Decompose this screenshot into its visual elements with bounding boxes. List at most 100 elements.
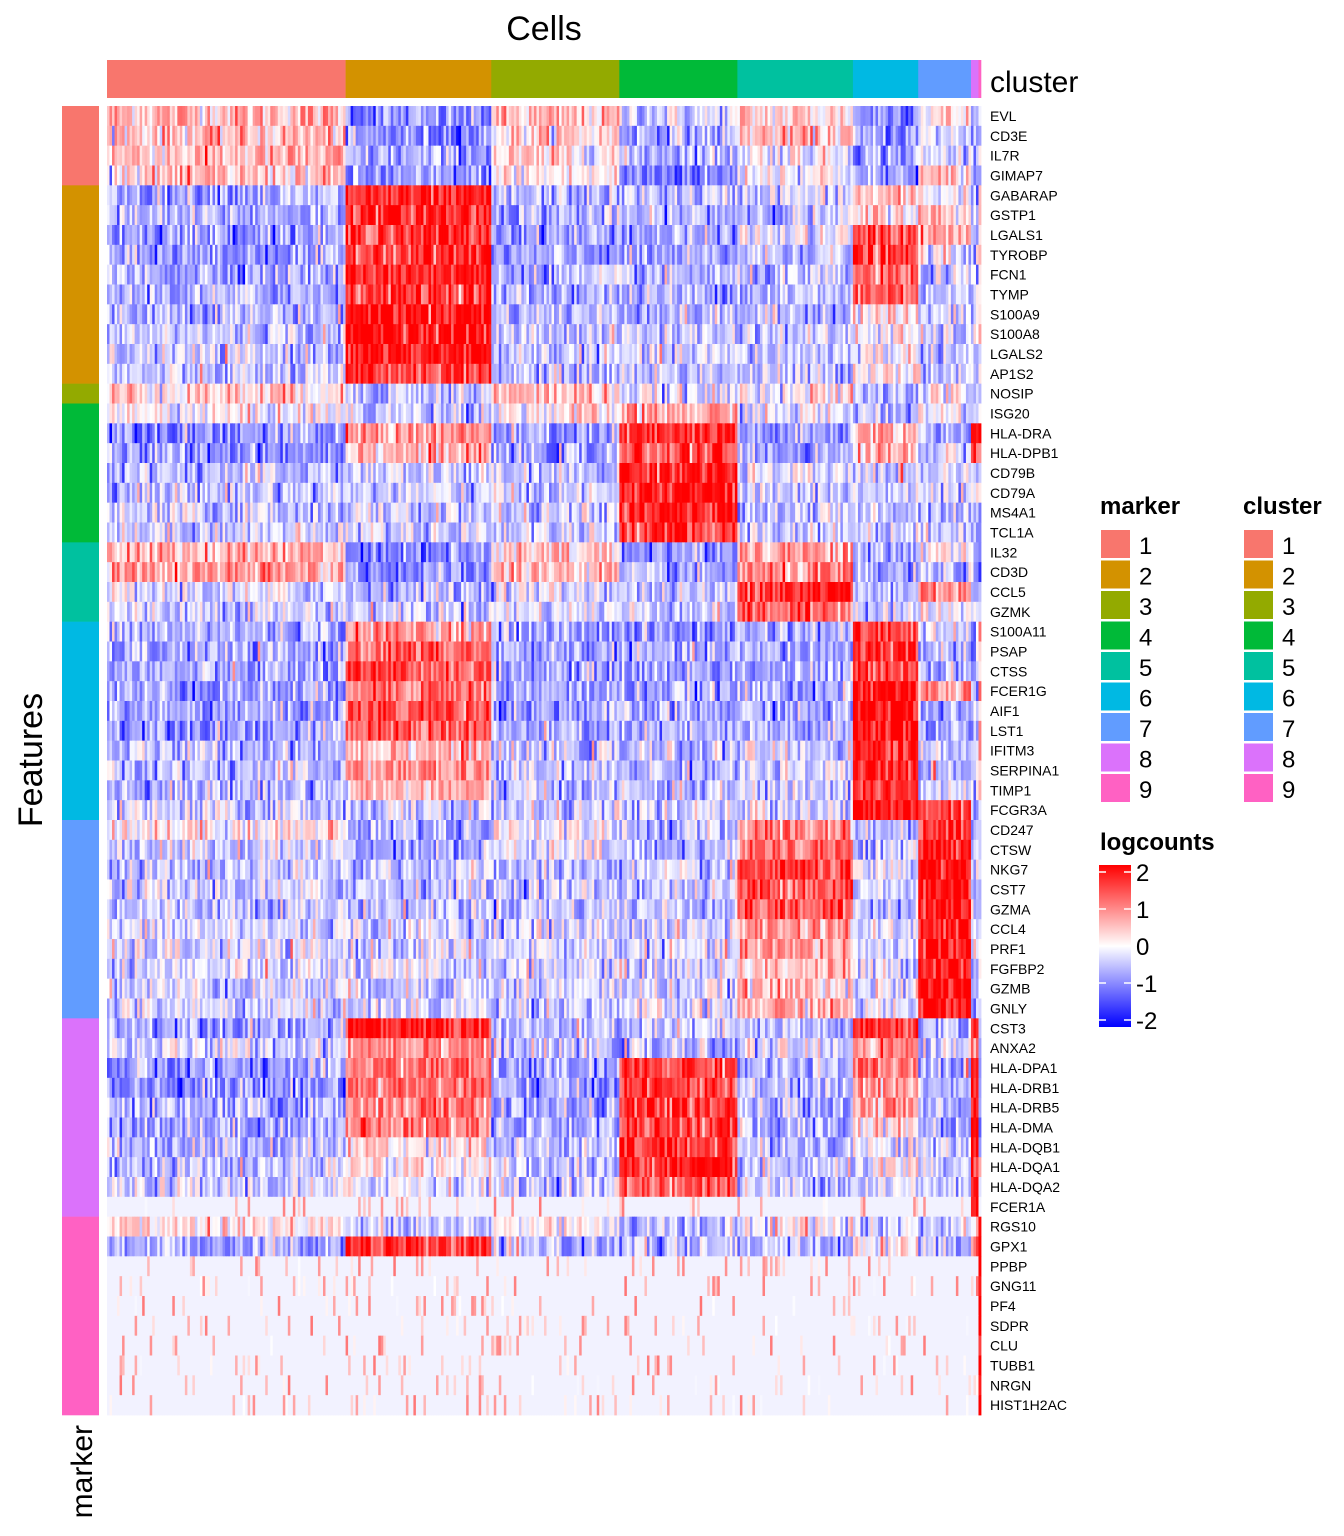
- heatmap-cell: [260, 125, 264, 147]
- heatmap-cell: [785, 284, 789, 305]
- heatmap-cell: [820, 324, 824, 345]
- heatmap-cell: [890, 205, 894, 226]
- heatmap-cell: [209, 284, 213, 305]
- heatmap-cell: [692, 284, 696, 305]
- heatmap-cell: [812, 344, 816, 365]
- heatmap-cell: [684, 145, 688, 166]
- heatmap-cell: [358, 205, 362, 226]
- heatmap-cell: [571, 244, 575, 266]
- heatmap-cell: [117, 185, 120, 206]
- heatmap-cell: [777, 264, 781, 285]
- heatmap-cell: [345, 344, 349, 365]
- heatmap-cell: [209, 125, 213, 147]
- heatmap-cell: [772, 363, 776, 385]
- heatmap-cell: [247, 145, 251, 166]
- heatmap-cell: [227, 363, 231, 385]
- heatmap-cell: [566, 264, 570, 285]
- heatmap-cell: [945, 324, 949, 345]
- heatmap-cell: [574, 324, 578, 345]
- heatmap-cell: [214, 165, 218, 186]
- heatmap-cell: [905, 363, 909, 385]
- heatmap-cell: [689, 324, 693, 345]
- heatmap-cell: [348, 185, 352, 206]
- heatmap-cell: [810, 106, 814, 127]
- heatmap-cell: [430, 304, 434, 325]
- heatmap-cell: [802, 125, 806, 147]
- heatmap-cell: [953, 125, 957, 147]
- heatmap-cell: [468, 165, 472, 186]
- heatmap-cell: [842, 304, 846, 325]
- heatmap-cell: [870, 244, 874, 266]
- heatmap-cell: [634, 145, 638, 166]
- heatmap-cell: [920, 125, 924, 147]
- heatmap-cell: [127, 304, 131, 325]
- heatmap-cell: [712, 264, 716, 285]
- heatmap-cell: [857, 125, 861, 147]
- heatmap-cell: [335, 324, 339, 345]
- heatmap-cell: [405, 244, 409, 266]
- heatmap-cell: [395, 106, 399, 127]
- heatmap-cell: [687, 225, 691, 246]
- heatmap-cell: [498, 145, 502, 166]
- heatmap-cell: [142, 324, 146, 345]
- heatmap-cell: [503, 244, 507, 266]
- heatmap-cell: [940, 344, 944, 365]
- heatmap-cell: [109, 304, 113, 325]
- heatmap-cell: [626, 125, 630, 147]
- heatmap-cell: [722, 145, 726, 166]
- heatmap-cell: [880, 324, 884, 345]
- heatmap-cell: [852, 205, 856, 226]
- heatmap-cell: [624, 324, 628, 345]
- heatmap-cell: [461, 344, 465, 365]
- heatmap-cell: [699, 363, 703, 385]
- heatmap-cell: [137, 125, 141, 147]
- heatmap-cell: [501, 264, 505, 285]
- heatmap-cell: [649, 185, 653, 206]
- heatmap-cell: [410, 145, 414, 166]
- heatmap-cell: [370, 304, 374, 325]
- heatmap-cell: [654, 145, 658, 166]
- heatmap-cell: [571, 225, 575, 246]
- heatmap-cell: [898, 264, 902, 285]
- heatmap-cell: [631, 264, 635, 285]
- heatmap-cell: [493, 225, 497, 246]
- heatmap-cell: [747, 264, 751, 285]
- heatmap-cell: [456, 205, 460, 226]
- heatmap-cell: [795, 125, 799, 147]
- heatmap-cell: [722, 106, 726, 127]
- heatmap-cell: [117, 344, 120, 365]
- heatmap-cell: [707, 344, 711, 365]
- heatmap-cell: [780, 106, 783, 127]
- heatmap-cell: [614, 304, 618, 325]
- heatmap-cell: [187, 106, 191, 127]
- heatmap-cell: [915, 225, 919, 246]
- heatmap-cell: [476, 145, 480, 166]
- heatmap-cell: [968, 324, 972, 345]
- heatmap-cell: [950, 284, 954, 305]
- heatmap-cell: [867, 324, 871, 345]
- heatmap-cell: [847, 304, 851, 325]
- heatmap-cell: [418, 324, 422, 345]
- heatmap-cell: [759, 225, 763, 246]
- heatmap-cell: [812, 125, 816, 147]
- heatmap-cell: [310, 324, 314, 345]
- heatmap-cell: [815, 244, 819, 266]
- heatmap-cell: [305, 125, 309, 147]
- heatmap-cell: [333, 165, 336, 186]
- heatmap-cell: [199, 165, 203, 186]
- heatmap-cell: [641, 244, 645, 266]
- heatmap-cell: [958, 244, 962, 266]
- heatmap-cell: [167, 185, 171, 206]
- heatmap-cell: [473, 324, 477, 345]
- heatmap-cell: [187, 324, 191, 345]
- heatmap-cell: [247, 383, 251, 404]
- heatmap-cell: [930, 165, 934, 186]
- heatmap-cell: [857, 185, 861, 206]
- heatmap-cell: [850, 225, 854, 246]
- heatmap-cell: [322, 244, 326, 266]
- heatmap-cell: [802, 106, 806, 127]
- heatmap-cell: [875, 125, 879, 147]
- heatmap-cell: [975, 125, 979, 147]
- heatmap-cell: [518, 125, 522, 147]
- heatmap-cell: [734, 185, 738, 206]
